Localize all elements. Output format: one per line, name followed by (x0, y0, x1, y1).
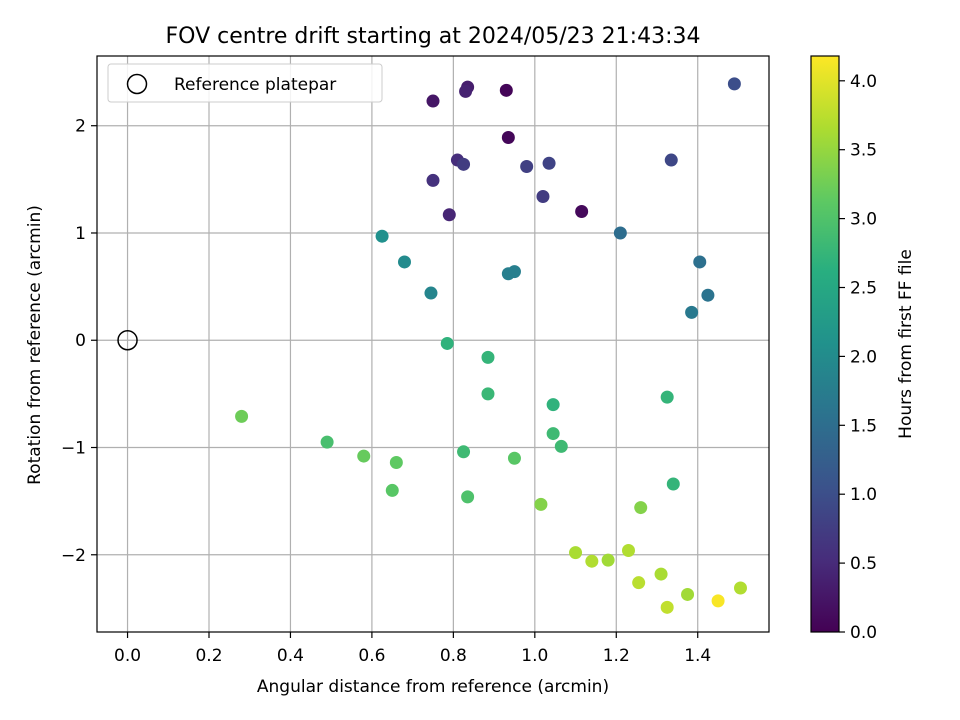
data-point (424, 286, 438, 300)
y-axis-ticks: −2 −1 0 1 2 (61, 117, 97, 566)
data-point (534, 497, 548, 511)
data-point (711, 594, 725, 608)
data-point (520, 159, 534, 173)
data-point (634, 501, 648, 515)
x-tick-label: 0.8 (440, 646, 467, 666)
data-point (481, 350, 495, 364)
data-point (621, 543, 635, 557)
colorbar: 0.0 0.5 1.0 1.5 2.0 2.5 3.0 3.5 4.0 Hours from f… (810, 55, 916, 643)
colorbar-gradient (810, 55, 840, 633)
colorbar-tick-label: 2.5 (850, 279, 877, 299)
y-tick-label: −1 (61, 439, 86, 459)
data-point (546, 398, 560, 412)
y-tick-label: −2 (61, 546, 86, 566)
data-point (375, 229, 389, 243)
data-point (501, 131, 515, 145)
colorbar-ticks: 0.0 0.5 1.0 1.5 2.0 2.5 3.0 3.5 4.0 (839, 72, 877, 643)
data-point (733, 581, 747, 595)
y-tick-label: 1 (75, 224, 86, 244)
scatter-points (235, 77, 747, 614)
data-point (575, 205, 589, 219)
data-point (457, 445, 471, 459)
x-tick-label: 0.6 (358, 646, 385, 666)
colorbar-tick-label: 0.5 (850, 554, 877, 574)
colorbar-label: Hours from first FF file (896, 249, 916, 439)
data-point (727, 77, 741, 91)
x-axis-ticks: 0.0 0.2 0.4 0.6 0.8 1.0 1.2 1.4 (114, 632, 711, 666)
data-point (554, 439, 568, 453)
data-point (235, 409, 249, 423)
legend: Reference platepar (107, 63, 383, 103)
data-point (357, 449, 371, 463)
data-point (632, 576, 646, 590)
colorbar-tick-label: 1.5 (850, 416, 877, 436)
colorbar-tick-label: 3.5 (850, 141, 877, 161)
data-point (660, 600, 674, 614)
y-tick-label: 2 (75, 117, 86, 137)
data-point (693, 255, 707, 269)
data-point (389, 456, 403, 470)
data-point (440, 336, 454, 350)
data-point (457, 157, 471, 171)
data-point (536, 190, 550, 204)
x-tick-label: 1.4 (684, 646, 711, 666)
data-point (701, 288, 715, 302)
colorbar-tick-label: 0.0 (850, 623, 877, 643)
legend-label-reference: Reference platepar (174, 75, 336, 95)
data-point (685, 305, 699, 319)
data-point (385, 483, 399, 497)
colorbar-tick-label: 4.0 (850, 72, 877, 92)
data-point (461, 490, 475, 504)
data-point (585, 554, 599, 568)
plot-area: 0.0 0.2 0.4 0.6 0.8 1.0 1.2 1.4 −2 −1 0 1 2 Referen… (61, 55, 770, 666)
x-tick-label: 1.0 (521, 646, 548, 666)
data-point (681, 587, 695, 601)
chart-title: FOV centre drift starting at 2024/05/23 … (166, 24, 701, 49)
data-point (601, 553, 615, 567)
y-tick-label: 0 (75, 331, 86, 351)
data-point (613, 226, 627, 240)
data-point (542, 156, 556, 170)
legend-box (107, 63, 383, 103)
legend-marker-reference (126, 73, 148, 95)
y-axis-label: Rotation from reference (arcmin) (25, 205, 45, 485)
data-point (442, 208, 456, 222)
data-point (660, 390, 674, 404)
data-point (569, 546, 583, 560)
data-point (507, 451, 521, 465)
data-point (507, 265, 521, 279)
colorbar-tick-label: 3.0 (850, 210, 877, 230)
colorbar-tick-label: 2.0 (850, 347, 877, 367)
data-point (499, 83, 513, 97)
data-point (546, 427, 560, 441)
data-point (426, 94, 440, 108)
colorbar-tick-label: 1.0 (850, 485, 877, 505)
x-tick-label: 0.0 (114, 646, 141, 666)
data-point (664, 153, 678, 167)
data-point (397, 255, 411, 269)
axes-frame (96, 55, 770, 633)
data-point (666, 477, 680, 491)
x-tick-label: 0.2 (195, 646, 222, 666)
x-tick-label: 1.2 (603, 646, 630, 666)
data-point (481, 387, 495, 401)
reference-platepar-marker (117, 329, 138, 351)
data-point (320, 435, 334, 449)
data-point (426, 173, 440, 187)
grid-lines (97, 56, 769, 632)
x-tick-label: 0.4 (277, 646, 304, 666)
data-point (654, 567, 668, 581)
data-point (459, 84, 473, 98)
x-axis-label: Angular distance from reference (arcmin) (257, 677, 609, 697)
